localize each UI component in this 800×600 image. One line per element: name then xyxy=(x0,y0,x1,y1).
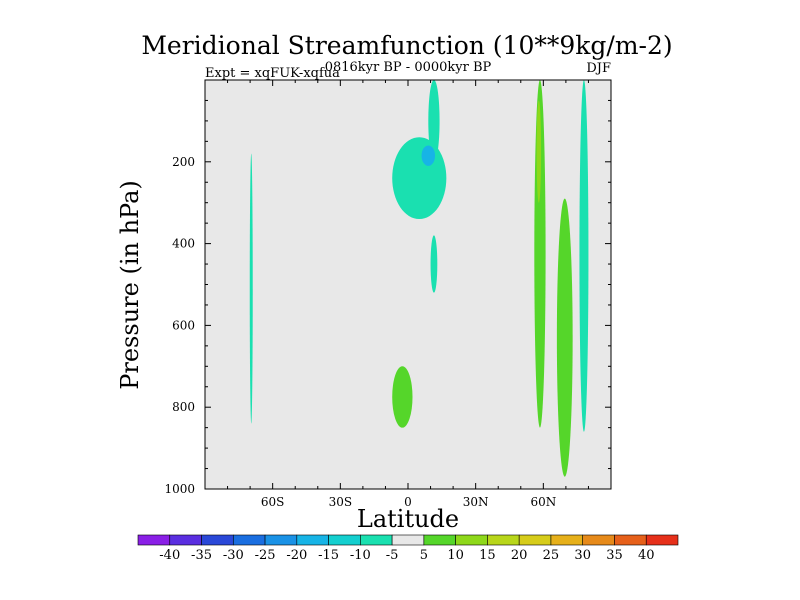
colorbar-label: -5 xyxy=(386,548,399,563)
colorbar-swatch xyxy=(296,534,329,546)
x-axis-label: Latitude xyxy=(357,505,459,533)
y-tick-label: 400 xyxy=(172,237,195,251)
colorbar-label: 30 xyxy=(574,548,591,563)
colorbar-label: 10 xyxy=(447,548,464,563)
x-tick-label: 60S xyxy=(261,495,285,509)
x-tick-label: 60N xyxy=(530,495,556,509)
y-tick-label: 200 xyxy=(172,155,195,169)
experiment-label: Expt = xqFUK-xqfua xyxy=(205,66,340,81)
colorbar-swatch xyxy=(645,534,679,546)
colorbar-label: -25 xyxy=(255,548,276,563)
colorbar-swatch xyxy=(201,534,234,546)
colorbar-label: 40 xyxy=(638,548,655,563)
season-label: DJF xyxy=(586,61,611,76)
y-tick-label: 800 xyxy=(172,400,195,414)
colorbar-label: -35 xyxy=(191,548,212,563)
colorbar-label: -10 xyxy=(350,548,371,563)
colorbar: -40 -35 -30 -25 -20 -15 -10 -5 5 10 15 20 25 30 35 40 xyxy=(137,534,679,563)
y-tick-label: 1000 xyxy=(164,482,195,496)
colorbar-label: -30 xyxy=(223,548,244,563)
period-label: 0816kyr BP - 0000kyr BP xyxy=(325,60,492,75)
y-axis-ticks: 200 400 600 800 1000 xyxy=(164,99,611,496)
colorbar-label: -15 xyxy=(318,548,339,563)
y-axis-label: Pressure (in hPa) xyxy=(116,180,144,390)
x-tick-label: 0 xyxy=(404,495,412,509)
colorbar-swatch xyxy=(614,534,647,546)
colorbar-label: 5 xyxy=(420,548,428,563)
contour-regions xyxy=(249,80,589,477)
contour-region-5 xyxy=(430,235,438,293)
y-tick-label: 600 xyxy=(172,318,195,332)
colorbar-swatch xyxy=(264,534,298,546)
colorbar-swatch xyxy=(391,534,425,546)
colorbar-swatch xyxy=(518,534,552,546)
colorbar-swatch xyxy=(455,534,488,546)
contour-region-9 xyxy=(556,198,573,477)
colorbar-swatch xyxy=(550,534,584,546)
colorbar-label: -20 xyxy=(286,548,307,563)
chart-title: Meridional Streamfunction (10**9kg/m-2) xyxy=(141,31,672,60)
colorbar-swatch xyxy=(232,534,266,546)
contour-region-6 xyxy=(579,80,589,432)
colorbar-swatch xyxy=(423,534,456,546)
colorbar-label: -40 xyxy=(159,548,180,563)
contour-region-2 xyxy=(392,137,447,220)
x-tick-label: 30N xyxy=(463,495,489,509)
contour-region-4 xyxy=(421,145,436,166)
contour-region-3 xyxy=(428,80,440,162)
contour-region-7 xyxy=(392,366,413,428)
contour-region-10 xyxy=(536,100,542,203)
x-axis-ticks: 60S 30S 0 30N 60N xyxy=(227,80,589,509)
colorbar-swatch xyxy=(169,534,202,546)
colorbar-label: 25 xyxy=(543,548,560,563)
colorbar-label: 15 xyxy=(479,548,496,563)
colorbar-swatch xyxy=(328,534,361,546)
x-tick-label: 30S xyxy=(329,495,353,509)
colorbar-label: 35 xyxy=(606,548,623,563)
contour-region-1 xyxy=(249,153,253,424)
colorbar-swatch xyxy=(582,534,615,546)
colorbar-swatch xyxy=(360,534,393,546)
colorbar-label: 20 xyxy=(511,548,528,563)
colorbar-swatch xyxy=(487,534,520,546)
colorbar-swatch xyxy=(137,534,171,546)
